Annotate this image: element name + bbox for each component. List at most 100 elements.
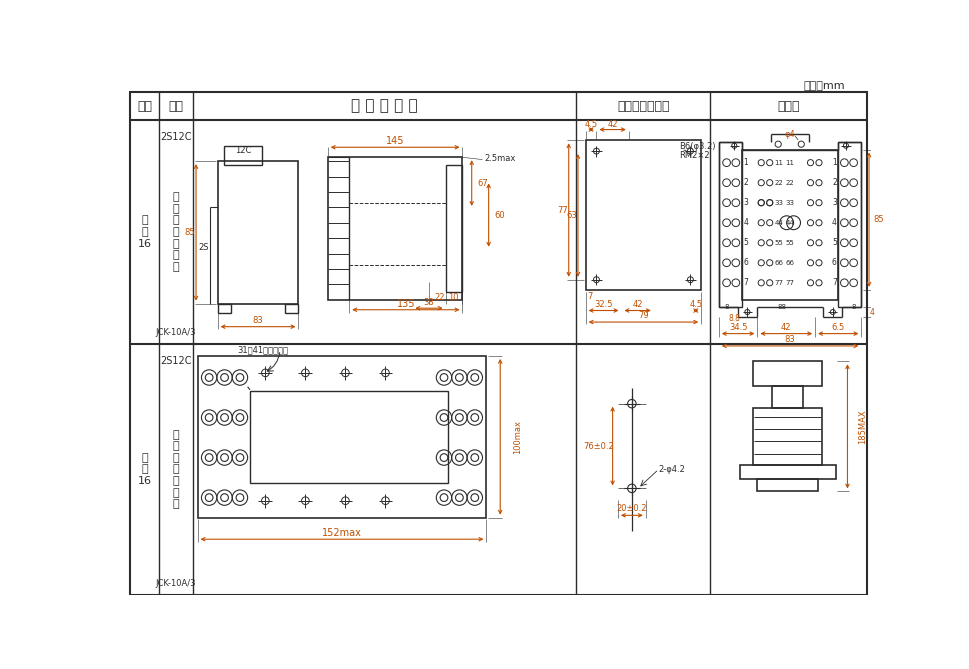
- Bar: [752, 407, 821, 465]
- Text: 6: 6: [831, 258, 836, 268]
- Text: 结构: 结构: [169, 100, 183, 112]
- Text: 2.5max: 2.5max: [484, 154, 515, 163]
- Text: 7: 7: [742, 278, 747, 287]
- Text: 1: 1: [831, 158, 836, 167]
- Text: 67: 67: [477, 179, 487, 187]
- Text: 55: 55: [774, 240, 783, 246]
- Text: 77: 77: [785, 280, 794, 286]
- Text: 4: 4: [831, 218, 836, 227]
- Text: 31、41为电流端子: 31、41为电流端子: [237, 345, 289, 355]
- Bar: [718, 142, 741, 308]
- Text: 77: 77: [556, 205, 568, 215]
- Text: 4.5: 4.5: [689, 300, 702, 309]
- Bar: [284, 304, 298, 313]
- Text: 6.5: 6.5: [830, 323, 844, 332]
- Text: 42: 42: [632, 300, 642, 309]
- Text: 凸
出
式
板
后
接
线: 凸 出 式 板 后 接 线: [172, 192, 179, 272]
- Bar: [217, 304, 232, 313]
- Text: 42: 42: [607, 120, 617, 128]
- Text: 2: 2: [742, 178, 747, 187]
- Text: 77: 77: [773, 280, 783, 286]
- Text: 端子图: 端子图: [776, 100, 799, 112]
- Text: 4.5: 4.5: [584, 120, 597, 128]
- Text: 12C: 12C: [234, 146, 251, 155]
- Text: 38: 38: [423, 298, 434, 306]
- Text: 外 形 尺 寸 图: 外 形 尺 寸 图: [351, 98, 418, 114]
- Text: 4: 4: [869, 308, 874, 316]
- Bar: [837, 142, 860, 308]
- Text: 145: 145: [386, 136, 404, 146]
- Text: 32.5: 32.5: [594, 300, 612, 309]
- Text: 单位：mm: 单位：mm: [802, 82, 844, 92]
- Text: 85: 85: [184, 228, 195, 237]
- Bar: [752, 361, 821, 386]
- Bar: [224, 146, 262, 165]
- Text: 8: 8: [851, 304, 855, 310]
- Text: 22: 22: [434, 293, 444, 302]
- Text: 安装开孔尺寸图: 安装开孔尺寸图: [616, 100, 669, 112]
- Text: 8.8: 8.8: [728, 314, 739, 324]
- Bar: [217, 161, 298, 304]
- Text: 83: 83: [784, 335, 795, 345]
- Text: 凸
出
式
板
前
接
线: 凸 出 式 板 前 接 线: [172, 429, 179, 509]
- Text: φ4: φ4: [784, 130, 795, 138]
- Text: 44: 44: [774, 219, 783, 225]
- Text: 60: 60: [493, 211, 504, 219]
- Text: 83: 83: [252, 316, 264, 325]
- Text: 图号: 图号: [137, 100, 152, 112]
- Text: 3: 3: [831, 198, 836, 207]
- Text: 63: 63: [566, 211, 577, 220]
- Text: 20±0.2: 20±0.2: [616, 504, 646, 513]
- Text: 2S12C: 2S12C: [160, 132, 192, 142]
- Text: 6: 6: [742, 258, 747, 268]
- Text: 2S: 2S: [199, 243, 208, 252]
- Text: 5: 5: [831, 238, 836, 248]
- Text: JCK-10A/3: JCK-10A/3: [156, 328, 196, 337]
- Text: 7: 7: [586, 292, 592, 301]
- Text: 135: 135: [396, 298, 415, 308]
- Text: 22: 22: [774, 180, 783, 186]
- Text: 1: 1: [742, 158, 747, 167]
- Text: 42: 42: [780, 323, 791, 332]
- Text: 8: 8: [724, 304, 728, 310]
- Text: 66: 66: [773, 260, 783, 266]
- Bar: [585, 140, 701, 290]
- Text: 88: 88: [777, 304, 786, 310]
- Text: 152max: 152max: [322, 528, 361, 538]
- Text: 2-φ4.2: 2-φ4.2: [658, 465, 685, 474]
- Text: 22: 22: [785, 180, 794, 186]
- Text: 34.5: 34.5: [728, 323, 746, 332]
- Bar: [741, 150, 837, 300]
- Bar: [198, 356, 485, 518]
- Text: 100max: 100max: [512, 419, 521, 454]
- Bar: [756, 479, 818, 492]
- Text: 55: 55: [785, 240, 794, 246]
- Text: 66: 66: [785, 260, 794, 266]
- Text: 4: 4: [742, 218, 747, 227]
- Text: 7: 7: [831, 278, 836, 287]
- Text: 2S12C: 2S12C: [160, 355, 192, 365]
- Bar: [739, 465, 835, 479]
- Text: 10: 10: [448, 293, 458, 302]
- Bar: [250, 391, 448, 483]
- Text: JCK-10A/3: JCK-10A/3: [156, 579, 196, 588]
- Text: 附
图
16: 附 图 16: [138, 453, 151, 486]
- Text: 3: 3: [742, 198, 747, 207]
- Bar: [445, 165, 462, 292]
- Text: 33: 33: [785, 200, 794, 205]
- Text: 5: 5: [742, 238, 747, 248]
- Text: 11: 11: [773, 160, 783, 166]
- Text: 185MAX: 185MAX: [858, 409, 866, 444]
- Text: RM2×2: RM2×2: [679, 151, 709, 161]
- Text: B6(φ3.2): B6(φ3.2): [679, 142, 715, 151]
- Text: 附
图
16: 附 图 16: [138, 215, 151, 249]
- Bar: [328, 157, 462, 300]
- Text: 85: 85: [872, 215, 883, 224]
- Text: 76±0.2: 76±0.2: [582, 442, 613, 450]
- Text: 44: 44: [785, 219, 794, 225]
- Text: 11: 11: [785, 160, 794, 166]
- Text: 2: 2: [831, 178, 836, 187]
- Text: 33: 33: [773, 200, 783, 205]
- Bar: [771, 386, 802, 407]
- Text: 79: 79: [638, 311, 648, 320]
